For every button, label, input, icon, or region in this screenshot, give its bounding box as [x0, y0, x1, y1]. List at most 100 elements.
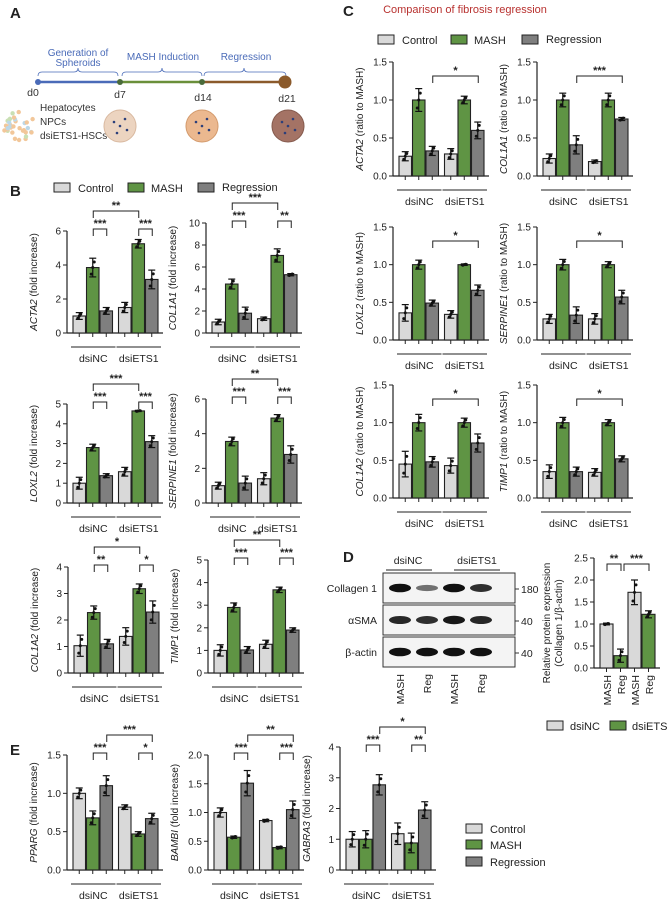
significance-bracket [277, 396, 292, 404]
data-point [618, 459, 622, 463]
bar [372, 784, 387, 871]
y-tick-label: 1.5 [517, 58, 531, 69]
data-point [379, 777, 383, 781]
legend-e: Control MASH Regression [465, 823, 546, 869]
cell-cluster-icon [2, 109, 35, 143]
data-point [137, 587, 141, 591]
data-point [92, 444, 96, 448]
y-axis-gene: TIMP1 [170, 635, 181, 664]
y-tick-label: 2 [196, 623, 202, 634]
spheroid-dot [197, 131, 201, 135]
data-point [233, 835, 237, 839]
y-tick-label: 1.5 [188, 779, 202, 790]
y-tick-label: 4 [55, 261, 61, 272]
y-axis-gene: SERPINE1 [168, 459, 179, 508]
y-tick-label: 6 [55, 227, 61, 238]
bar [224, 283, 239, 334]
y-axis-label: ACTA2 (fold increase) [29, 233, 40, 332]
significance-bracket [432, 75, 479, 83]
data-point [277, 249, 281, 253]
cell-dot [16, 137, 22, 143]
significance-label: ** [610, 553, 619, 565]
data-point [136, 590, 140, 594]
cell-dot [10, 111, 15, 116]
data-point [151, 610, 155, 614]
y-axis-gene: GABRA3 [302, 821, 313, 862]
data-point [608, 419, 612, 423]
legend-label-regression: Regression [546, 34, 602, 46]
western-blot: dsiNC dsiETS1 Collagen 1 180 αSMA 40 β-actin… [327, 555, 539, 704]
y-tick-label: 1 [56, 642, 62, 653]
data-point [418, 91, 422, 95]
chart-c-timp1: 0.0 0.5 1.0 1.5 TIMP1 (ratio to MASH) dsiNC ds… [499, 381, 633, 530]
data-point [290, 447, 294, 451]
cell-dot [30, 116, 35, 122]
y-axis-gene: COL1A1 [168, 292, 179, 330]
group-label: dsiNC [79, 353, 108, 365]
data-point [350, 837, 354, 841]
blot-band [416, 616, 438, 624]
group-label: dsiETS1 [445, 360, 485, 372]
data-point [647, 612, 650, 616]
data-point [263, 473, 267, 477]
panel-label-c: C [343, 3, 354, 20]
bar [285, 629, 300, 674]
data-point [365, 832, 369, 836]
significance-bracket [576, 240, 623, 248]
significance-label: *** [139, 391, 153, 403]
y-tick-label: 2 [328, 804, 334, 815]
blot-lane-label: Reg [476, 674, 488, 693]
data-point [243, 481, 247, 485]
y-tick-label: 0 [55, 499, 61, 510]
y-axis-unit: (fold increase) [29, 762, 40, 828]
data-point [561, 98, 565, 102]
data-point [417, 421, 421, 425]
day-label-d21: d21 [278, 93, 296, 105]
significance-label: *** [123, 724, 137, 736]
data-point [546, 320, 550, 324]
data-point [291, 808, 295, 812]
y-tick-label: 0 [196, 669, 202, 680]
blot-band [470, 647, 492, 657]
data-point [477, 436, 481, 440]
chart-c-col1a2: 0.0 0.5 1.0 1.5 COL1A2 (ratio to MASH) dsiNC d… [355, 381, 489, 530]
cell-dot [7, 116, 13, 122]
cell-dot [10, 130, 15, 135]
mw-label: 40 [521, 648, 533, 660]
y-axis-label: BAMBI (fold increase) [170, 764, 181, 861]
y-axis-unit: (fold increase) [302, 755, 313, 821]
y-tick-label: 0.0 [47, 866, 61, 877]
significance-label: ** [414, 734, 423, 746]
data-point [430, 460, 434, 464]
data-point [230, 282, 234, 286]
bar [226, 836, 241, 871]
bar [270, 254, 285, 334]
group-label: dsiNC [405, 196, 434, 208]
bar [86, 612, 101, 674]
y-tick-label: 2 [194, 464, 200, 475]
bar [144, 441, 159, 504]
y-axis-label: COL1A2 (fold increase) [30, 568, 41, 673]
bar [555, 422, 570, 499]
group-label: dsiETS1 [260, 890, 300, 900]
y-tick-label: 3 [196, 601, 202, 612]
bar [555, 264, 570, 341]
data-point [76, 795, 80, 799]
mw-label: 180 [521, 584, 539, 596]
group-label: dsiETS1 [392, 890, 432, 900]
group-label: dsiETS1 [260, 693, 300, 705]
data-point [605, 103, 609, 107]
data-point [149, 618, 153, 622]
spheroid-dot [200, 124, 204, 128]
chart-b-serpine1: 0 2 4 6 SERPINE1 (fold increase) dsiNC dsiETS1… [168, 368, 302, 535]
data-point [546, 474, 550, 478]
y-tick-label: 0.5 [373, 456, 387, 467]
data-point [574, 143, 578, 147]
significance-bracket [138, 401, 153, 409]
spheroid-dot [293, 128, 297, 132]
panel-a-timeline: Generation of Spheroids MASH Induction R… [2, 48, 305, 143]
spheroid-dot [115, 131, 119, 135]
panel-label-d: D [343, 549, 354, 566]
data-point [92, 260, 96, 264]
significance-label: * [597, 388, 602, 400]
